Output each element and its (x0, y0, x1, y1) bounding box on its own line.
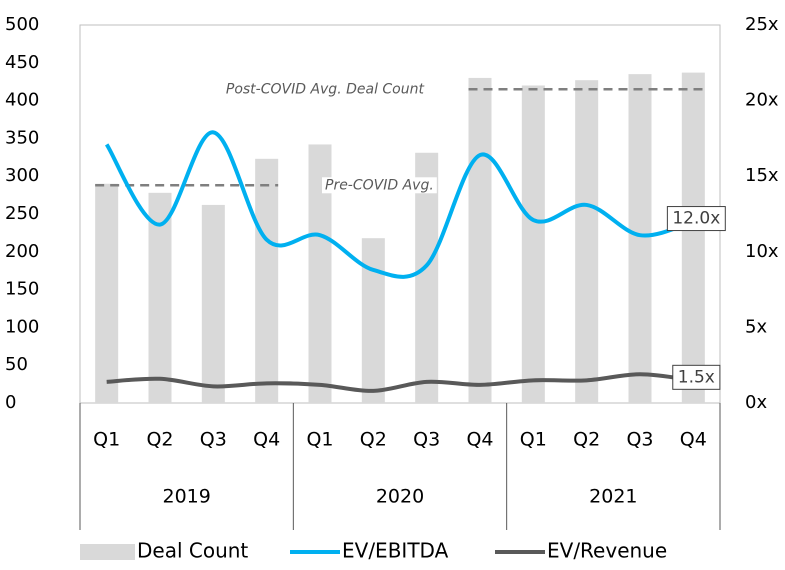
value-label-box (672, 364, 721, 390)
x-tick-label: Q3 (413, 429, 440, 451)
bar (255, 158, 279, 403)
x-tick-label: Q3 (626, 429, 653, 451)
legend-swatch (80, 544, 135, 560)
value-label-box (666, 206, 726, 232)
value-label: 1.5x (678, 367, 715, 387)
y2-tick-label: 25x (745, 14, 779, 35)
y-tick-label: 0 (5, 392, 16, 413)
bar (308, 144, 332, 403)
x-tick-label: Q3 (200, 429, 227, 451)
bar (148, 192, 172, 403)
y-tick-label: 500 (5, 14, 39, 35)
legend-label: EV/Revenue (547, 539, 667, 563)
annotation-bg (222, 81, 428, 98)
bar (415, 152, 439, 403)
y-tick-label: 350 (5, 127, 39, 148)
bar (628, 74, 652, 403)
bar (575, 80, 599, 404)
x-tick-label: Q2 (360, 429, 387, 451)
y2-tick-label: 0x (745, 392, 767, 413)
x-tick-label: Q4 (253, 429, 280, 451)
group-label: 2019 (162, 486, 210, 508)
x-tick-label: Q1 (520, 429, 547, 451)
y2-tick-label: 5x (745, 316, 767, 337)
y-tick-label: 100 (5, 316, 39, 337)
y-tick-label: 150 (5, 279, 39, 300)
legend-label: Deal Count (137, 539, 248, 563)
bar (95, 183, 119, 403)
y2-tick-label: 20x (745, 90, 779, 111)
line (104, 130, 694, 279)
x-tick-label: Q1 (93, 429, 120, 451)
x-tick-label: Q4 (466, 429, 493, 451)
y-tick-label: 50 (5, 354, 28, 375)
bar (361, 238, 385, 403)
value-label: 12.0x (672, 209, 720, 229)
bar (468, 77, 492, 404)
x-tick-label: Q4 (680, 429, 707, 451)
annotation-bg (322, 177, 437, 194)
legend-label: EV/EBITDA (342, 539, 449, 563)
y2-tick-label: 15x (745, 165, 779, 186)
line (106, 372, 694, 393)
y-tick-label: 400 (5, 90, 39, 111)
annotation: Post-COVID Avg. Deal Count (226, 81, 425, 97)
x-tick-label: Q1 (306, 429, 333, 451)
y-tick-label: 450 (5, 52, 39, 73)
y2-tick-label: 10x (745, 241, 779, 262)
x-tick-label: Q2 (573, 429, 600, 451)
group-label: 2020 (376, 486, 424, 508)
y-tick-label: 250 (5, 203, 39, 224)
annotation: Pre-COVID Avg. (325, 177, 434, 193)
group-label: 2021 (589, 486, 637, 508)
y-tick-label: 200 (5, 241, 39, 262)
bar (681, 72, 705, 404)
x-tick-label: Q2 (146, 429, 173, 451)
bar (201, 204, 225, 403)
y-tick-label: 300 (5, 165, 39, 186)
bar (521, 85, 545, 403)
